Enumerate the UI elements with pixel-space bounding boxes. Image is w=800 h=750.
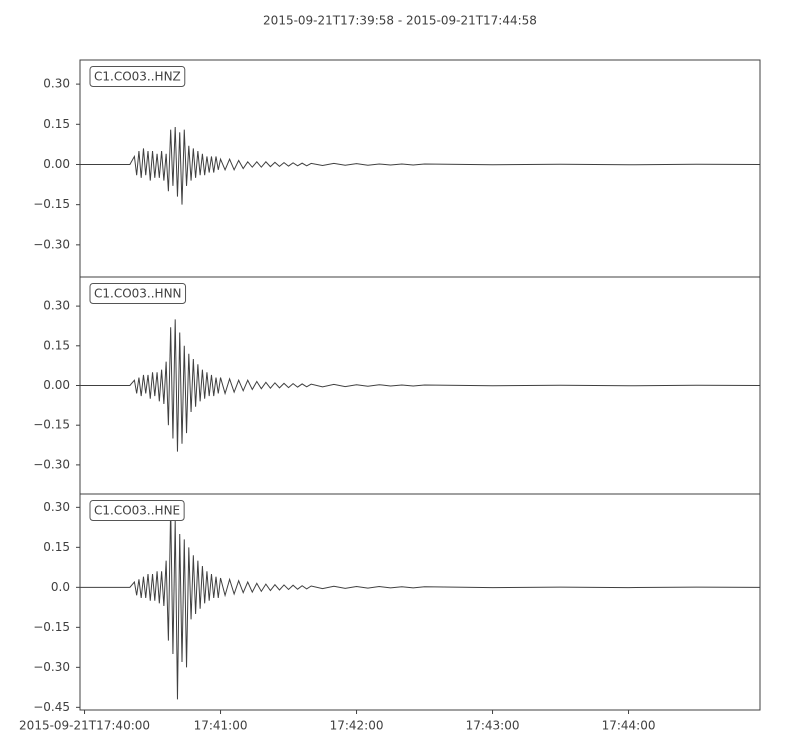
waveform — [80, 319, 761, 452]
trace-label-box — [89, 283, 187, 304]
chart-title: 2015-09-21T17:39:58 - 2015-09-21T17:44:5… — [263, 14, 537, 28]
trace-label: C1.CO03..HNZ — [94, 70, 181, 84]
y-tick-label: 0.15 — [43, 338, 70, 352]
y-tick-label: 0.00 — [43, 157, 70, 171]
y-tick-label: −0.30 — [33, 660, 70, 674]
trace-label-box — [89, 500, 185, 521]
x-tick-label: 17:44:00 — [602, 719, 656, 733]
trace-label-box — [89, 66, 186, 87]
y-tick-label: −0.45 — [33, 700, 70, 714]
y-tick-label: 0.30 — [43, 77, 70, 91]
y-tick-label: 0.30 — [43, 500, 70, 514]
y-tick-label: 0.0 — [51, 580, 70, 594]
y-tick-label: 0.15 — [43, 117, 70, 131]
y-tick-label: −0.30 — [33, 457, 70, 471]
y-tick-label: −0.15 — [33, 620, 70, 634]
panel-frame — [79, 59, 761, 278]
y-tick-label: 0.00 — [43, 378, 70, 392]
x-tick-label: 17:41:00 — [194, 719, 248, 733]
y-tick-label: −0.15 — [33, 197, 70, 211]
trace-label: C1.CO03..HNE — [94, 504, 180, 518]
x-tick-label: 17:43:00 — [466, 719, 520, 733]
x-tick-label: 2015-09-21T17:40:00 — [19, 719, 150, 733]
panel-frame — [79, 493, 761, 711]
y-tick-label: −0.15 — [33, 418, 70, 432]
waveform — [80, 126, 761, 205]
x-tick-label: 17:42:00 — [330, 719, 384, 733]
waveform — [80, 507, 761, 700]
y-tick-label: 0.15 — [43, 540, 70, 554]
y-tick-label: −0.30 — [33, 237, 70, 251]
y-tick-label: 0.30 — [43, 299, 70, 313]
trace-label: C1.CO03..HNN — [94, 287, 182, 301]
